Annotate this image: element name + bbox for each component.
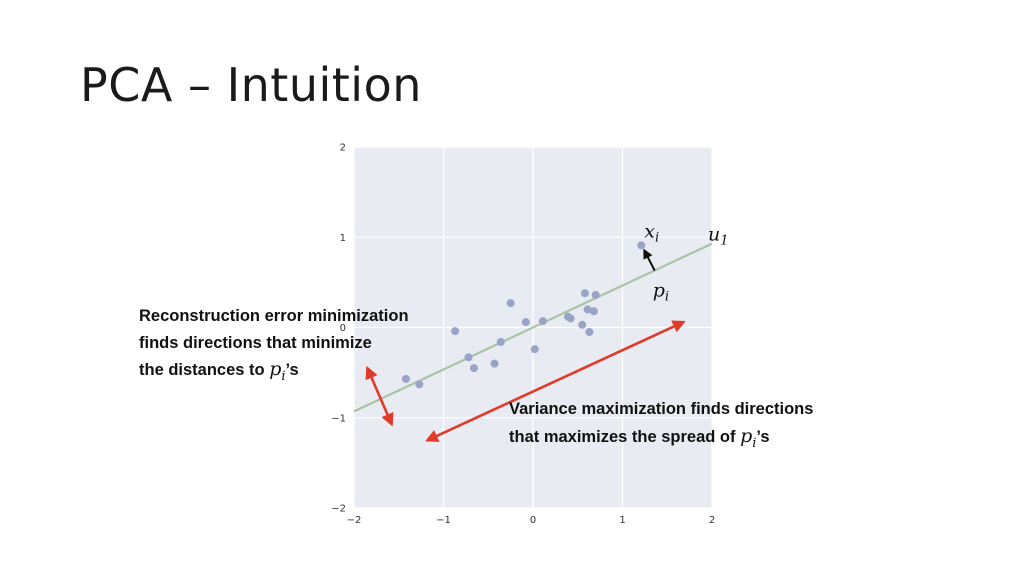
data-point xyxy=(401,374,410,383)
data-point xyxy=(589,307,598,316)
reconstruction-line-3-prefix: the distances to xyxy=(139,361,270,379)
data-point xyxy=(585,328,594,337)
variance-annotation: Variance maximization finds directions t… xyxy=(509,396,813,457)
data-point xyxy=(521,318,530,327)
y-tick-label: −2 xyxy=(331,504,346,515)
data-point xyxy=(506,299,515,308)
reconstruction-suffix: ’s xyxy=(285,361,299,379)
reconstruction-line-1: Reconstruction error minimization xyxy=(139,307,409,325)
x-tick-label: −1 xyxy=(436,515,451,526)
x-i-label: xi xyxy=(644,220,659,245)
data-point xyxy=(451,327,460,336)
reconstruction-annotation: Reconstruction error minimization finds … xyxy=(139,303,409,390)
y-tick-label: 1 xyxy=(340,233,346,244)
data-point xyxy=(490,359,499,368)
p-i-symbol: pi xyxy=(740,424,757,451)
x-tick-label: −2 xyxy=(347,515,362,526)
data-point xyxy=(469,364,478,373)
data-point xyxy=(566,314,575,323)
data-point xyxy=(591,291,600,300)
data-point xyxy=(583,305,592,314)
reconstruction-line-2: finds directions that minimize xyxy=(139,333,372,352)
reconstruction-error-arrow xyxy=(365,365,394,427)
p-i-symbol: pi xyxy=(269,358,286,384)
data-point xyxy=(496,337,505,346)
x-tick-label: 0 xyxy=(530,515,536,526)
variance-line-2-prefix: that maximizes the spread of xyxy=(509,427,741,446)
variance-line-1: Variance maximization finds directions xyxy=(509,400,814,418)
data-point xyxy=(538,317,547,326)
red-arrows xyxy=(365,320,686,442)
data-point xyxy=(578,320,587,329)
y-tick-label: 2 xyxy=(340,143,346,154)
data-point xyxy=(415,380,424,389)
data-point xyxy=(530,345,539,354)
u-1-label: u1 xyxy=(708,224,729,249)
y-tick-label: 0 xyxy=(340,323,346,334)
reconstruction-line-3: the distances to pi’s xyxy=(139,356,409,390)
projection-arrow xyxy=(643,248,656,272)
variance-line-2: that maximizes the spread of pi’s xyxy=(509,423,813,457)
math-labels: xi u1 pi xyxy=(644,220,728,304)
variance-suffix: ’s xyxy=(756,427,770,446)
variance-arrow xyxy=(425,320,686,442)
x-tick-label: 2 xyxy=(709,515,715,526)
data-point xyxy=(637,241,646,250)
data-point xyxy=(580,289,589,298)
tick-labels: −2 −1 0 1 2 2 1 0 −1 −2 xyxy=(331,143,715,527)
p-i-label: pi xyxy=(653,280,669,305)
data-point xyxy=(464,353,473,362)
x-tick-label: 1 xyxy=(619,515,625,526)
y-tick-label: −1 xyxy=(331,413,346,424)
slide-title: PCA – Intuition xyxy=(80,58,422,112)
